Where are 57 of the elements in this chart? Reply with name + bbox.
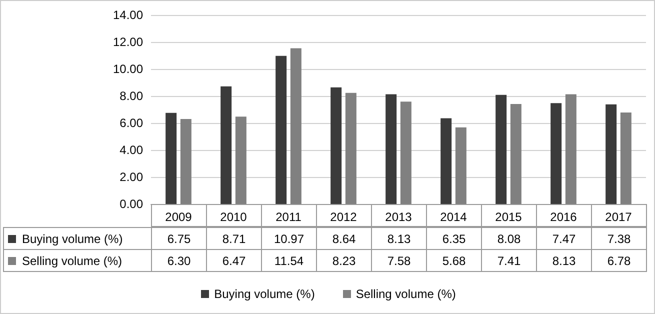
data-label: 6.75 <box>151 227 207 250</box>
legend-label: Selling volume (%) <box>3 249 152 272</box>
data-label: 8.13 <box>536 249 592 272</box>
bar <box>400 102 412 204</box>
data-label: 8.64 <box>316 227 372 250</box>
y-tick-label: 4.00 <box>120 143 144 157</box>
bar <box>510 104 522 204</box>
bar <box>620 112 632 204</box>
data-label: 8.71 <box>206 227 262 250</box>
data-label: 7.41 <box>481 249 537 272</box>
data-label: 7.58 <box>371 249 427 272</box>
data-label: 8.13 <box>371 227 427 250</box>
data-label: 5.68 <box>426 249 482 272</box>
bar <box>440 118 452 204</box>
bar <box>166 112 177 204</box>
bar <box>180 118 192 204</box>
x-tick-label: 2012 <box>330 210 358 224</box>
bar <box>290 48 302 204</box>
bar <box>455 127 466 204</box>
data-label: 6.35 <box>426 227 482 250</box>
y-tick-label: 12.00 <box>112 35 144 49</box>
x-tick-label: 2013 <box>385 210 412 224</box>
y-tick-label: 8.00 <box>120 89 144 103</box>
bar <box>220 86 232 204</box>
data-label: 10.97 <box>261 227 317 250</box>
x-tick-label: 2009 <box>165 210 192 224</box>
x-tick-label: 2010 <box>220 210 248 224</box>
text: Buying volume (%) <box>214 287 315 301</box>
data-label: 7.38 <box>591 227 647 250</box>
bar <box>496 94 507 204</box>
bar <box>345 92 356 204</box>
y-tick-label: 0.00 <box>120 197 144 211</box>
data-label: 8.23 <box>316 249 372 272</box>
bar <box>330 87 342 204</box>
bar <box>550 103 562 204</box>
x-tick-label: 2017 <box>605 210 632 224</box>
bar <box>276 56 287 204</box>
bar <box>606 104 617 204</box>
y-tick-label: 10.00 <box>112 62 144 76</box>
y-tick-label: 14.00 <box>112 8 144 22</box>
x-tick-label: 2016 <box>550 210 578 224</box>
text: Selling volume (%) <box>356 287 456 301</box>
y-tick-label: 6.00 <box>120 116 144 130</box>
data-label: 6.78 <box>591 249 647 272</box>
data-label: 6.30 <box>151 249 207 272</box>
y-tick-label: 2.00 <box>120 170 144 184</box>
bar <box>386 94 397 204</box>
x-tick-label: 2015 <box>495 210 522 224</box>
x-tick-label: 2011 <box>276 210 302 224</box>
data-label: 6.47 <box>206 249 262 272</box>
bar <box>565 94 576 204</box>
data-label: 8.08 <box>481 227 537 250</box>
bar <box>235 116 246 204</box>
data-label: 11.54 <box>261 249 317 272</box>
data-label: 7.47 <box>536 227 592 250</box>
x-tick-label: 2014 <box>440 210 468 224</box>
legend-label: Buying volume (%) <box>3 227 152 250</box>
